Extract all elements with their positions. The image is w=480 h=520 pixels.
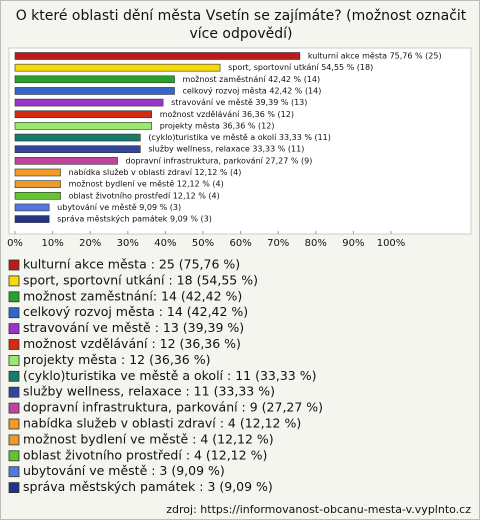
legend-label: kulturní akce města : 25 (75,76 %) — [23, 257, 240, 272]
data-label: možnost bydlení ve městě 12,12 % (4) — [69, 180, 224, 189]
data-label: oblast životního prostředí 12,12 % (4) — [69, 191, 220, 200]
legend-swatch — [8, 259, 20, 271]
x-tick-label: 30% — [117, 238, 139, 249]
legend-swatch — [8, 323, 20, 335]
legend-label: možnost vzdělávání : 12 (36,36 %) — [23, 336, 241, 351]
legend-label: ubytování ve městě : 3 (9,09 %) — [23, 463, 225, 478]
bar — [14, 168, 61, 177]
data-label: nabídka služeb v oblasti zdraví 12,12 % … — [69, 168, 242, 177]
source: zdroj: https://informovanost-obcanu-mest… — [166, 503, 471, 516]
legend-swatch — [8, 291, 20, 303]
data-label: možnost zaměstnání 42,42 % (14) — [182, 75, 320, 84]
data-label: stravování ve městě 39,39 % (13) — [171, 98, 307, 107]
data-label: celkový rozvoj města 42,42 % (14) — [182, 86, 321, 95]
legend-swatch — [8, 450, 20, 462]
legend-label: dopravní infrastruktura, parkování : 9 (… — [23, 400, 323, 415]
bar — [14, 98, 164, 107]
legend-label: možnost bydlení ve městě : 4 (12,12 %) — [23, 431, 274, 446]
legend-label: správa městských památek : 3 (9,09 %) — [23, 479, 273, 494]
bar — [14, 122, 153, 130]
bar — [14, 63, 221, 72]
legend-swatch — [8, 339, 20, 350]
legend-swatch — [8, 354, 20, 366]
legend-label: služby wellness, relaxace : 11 (33,33 %) — [23, 384, 275, 399]
x-tick-label: 90% — [342, 238, 364, 249]
data-label: ubytování ve městě 9,09 % (3) — [57, 203, 181, 212]
chart-title: O které oblasti dění města Vsetín se zaj… — [15, 8, 467, 42]
legend-label: celkový rozvoj města : 14 (42,42 %) — [23, 304, 248, 319]
legend-label: sport, sportovní utkání : 18 (54,55 %) — [23, 272, 258, 287]
data-label: sport, sportovní utkání 54,55 % (18) — [228, 63, 373, 72]
data-label: možnost vzdělávání 36,36 % (12) — [160, 110, 294, 119]
bar — [14, 157, 118, 165]
x-tick-label: 10% — [41, 238, 63, 249]
x-tick-label: 80% — [305, 238, 327, 249]
data-label: dopravní infrastruktura, parkování 27,27… — [126, 156, 313, 165]
legend-label: oblast životního prostředí : 4 (12,12 %) — [23, 447, 267, 462]
legend-swatch — [8, 275, 20, 287]
x-tick-label: 60% — [229, 238, 251, 249]
x-tick-label: 70% — [267, 238, 289, 249]
data-label: kulturní akce města 75,76 % (25) — [308, 52, 442, 61]
x-tick-label: 40% — [154, 238, 176, 249]
legend-label: (cyklo)turistika ve městě a okolí : 11 (… — [23, 368, 316, 383]
legend-swatch — [8, 402, 20, 414]
legend-swatch — [8, 386, 20, 398]
legend-label: stravování ve městě : 13 (39,39 %) — [23, 320, 244, 335]
data-label: služby wellness, relaxace 33,33 % (11) — [148, 145, 304, 154]
legend-swatch — [8, 418, 20, 430]
legend-swatch — [8, 370, 20, 382]
x-tick-label: 20% — [79, 238, 101, 249]
data-label: správa městských památek 9,09 % (3) — [57, 215, 212, 224]
legend-label: nabídka služeb v oblasti zdraví : 4 (12,… — [23, 416, 301, 431]
bar — [14, 145, 141, 153]
legend-label: projekty města : 12 (36,36 %) — [23, 352, 211, 367]
bar — [14, 110, 153, 119]
bar — [14, 180, 61, 188]
legend-swatch — [8, 482, 20, 494]
bar — [14, 75, 175, 84]
bar — [14, 215, 50, 223]
legend-swatch — [8, 307, 20, 319]
x-tick-label: 0% — [7, 238, 23, 249]
data-label: projekty města 36,36 % (12) — [160, 121, 275, 130]
x-tick-label: 100% — [377, 238, 406, 249]
x-tick-label: 50% — [192, 238, 214, 249]
bar — [14, 133, 141, 142]
data-label: (cyklo)turistika ve městě a okolí 33,33 … — [148, 133, 331, 142]
bar — [14, 203, 50, 212]
bar — [14, 192, 61, 200]
legend-swatch — [8, 466, 20, 478]
legend-swatch — [8, 434, 20, 446]
bar — [14, 87, 175, 95]
legend-label: možnost zaměstnání: 14 (42,42 %) — [23, 288, 242, 303]
bar — [14, 52, 301, 60]
